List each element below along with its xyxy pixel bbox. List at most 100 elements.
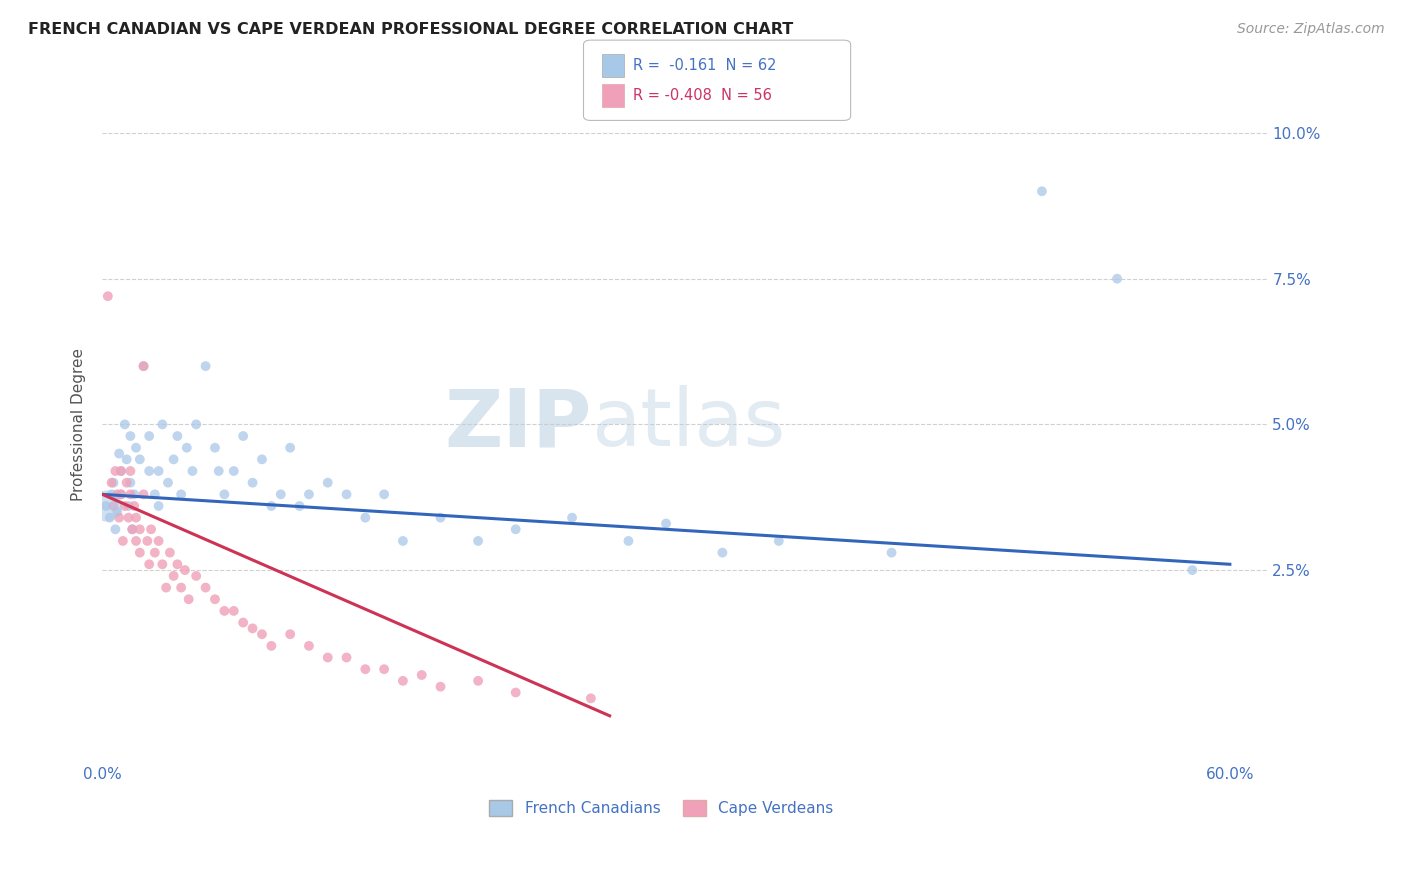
Point [1107, 271, 1129, 285]
Point [194, 359, 217, 373]
Point [103, 475, 125, 490]
Point [214, 487, 236, 501]
Point [115, 452, 138, 467]
Point [114, 417, 136, 432]
Point [186, 417, 208, 432]
Point [110, 487, 132, 501]
Point [148, 533, 170, 548]
Point [429, 510, 451, 524]
Point [108, 446, 131, 460]
Point [120, 475, 142, 490]
Point [1031, 184, 1053, 198]
Point [148, 499, 170, 513]
Point [232, 615, 254, 630]
Point [270, 487, 292, 501]
Point [122, 499, 145, 513]
Legend: French Canadians, Cape Verdeans: French Canadians, Cape Verdeans [484, 794, 839, 822]
Point [170, 487, 193, 501]
Point [768, 533, 790, 548]
Point [143, 487, 166, 501]
Point [117, 510, 139, 524]
Point [121, 522, 143, 536]
Point [104, 464, 127, 478]
Point [100, 475, 122, 490]
Point [335, 487, 357, 501]
Point [1181, 563, 1204, 577]
Point [505, 685, 527, 699]
Point [170, 581, 193, 595]
Point [711, 546, 734, 560]
Point [298, 487, 321, 501]
Point [110, 464, 132, 478]
Point [354, 662, 377, 676]
Point [120, 487, 142, 501]
Point [105, 487, 128, 501]
Point [250, 627, 273, 641]
Point [174, 563, 197, 577]
Point [98, 510, 121, 524]
Point [373, 662, 395, 676]
Point [467, 533, 489, 548]
Point [222, 604, 245, 618]
Point [122, 487, 145, 501]
Point [316, 650, 339, 665]
Text: FRENCH CANADIAN VS CAPE VERDEAN PROFESSIONAL DEGREE CORRELATION CHART: FRENCH CANADIAN VS CAPE VERDEAN PROFESSI… [28, 22, 793, 37]
Point [138, 429, 160, 443]
Point [156, 475, 179, 490]
Point [104, 522, 127, 536]
Point [132, 359, 155, 373]
Point [505, 522, 527, 536]
Point [278, 441, 301, 455]
Point [880, 546, 903, 560]
Point [354, 510, 377, 524]
Point [138, 558, 160, 572]
Text: R = -0.408  N = 56: R = -0.408 N = 56 [633, 88, 772, 103]
Point [125, 533, 148, 548]
Point [250, 452, 273, 467]
Point [429, 680, 451, 694]
Point [128, 522, 150, 536]
Point [125, 441, 148, 455]
Point [108, 510, 131, 524]
Point [111, 533, 134, 548]
Point [139, 522, 162, 536]
Point [373, 487, 395, 501]
Point [143, 546, 166, 560]
Text: ZIP: ZIP [444, 385, 592, 464]
Point [181, 464, 204, 478]
Point [617, 533, 640, 548]
Point [177, 592, 200, 607]
Point [579, 691, 602, 706]
Point [278, 627, 301, 641]
Point [260, 639, 283, 653]
Point [121, 522, 143, 536]
Point [260, 499, 283, 513]
Point [148, 464, 170, 478]
Point [138, 464, 160, 478]
Point [150, 417, 173, 432]
Point [222, 464, 245, 478]
Point [100, 487, 122, 501]
Point [335, 650, 357, 665]
Point [194, 581, 217, 595]
Point [655, 516, 678, 531]
Point [242, 621, 264, 635]
Point [110, 464, 132, 478]
Point [186, 569, 208, 583]
Text: Source: ZipAtlas.com: Source: ZipAtlas.com [1237, 22, 1385, 37]
Point [204, 592, 226, 607]
Point [561, 510, 583, 524]
Point [150, 558, 173, 572]
Point [204, 441, 226, 455]
Point [94, 499, 117, 513]
Point [117, 499, 139, 513]
Point [166, 429, 188, 443]
Text: atlas: atlas [592, 385, 786, 464]
Point [162, 569, 184, 583]
Point [120, 429, 142, 443]
Point [110, 487, 132, 501]
Point [94, 499, 117, 513]
Point [128, 452, 150, 467]
Point [411, 668, 433, 682]
Point [115, 475, 138, 490]
